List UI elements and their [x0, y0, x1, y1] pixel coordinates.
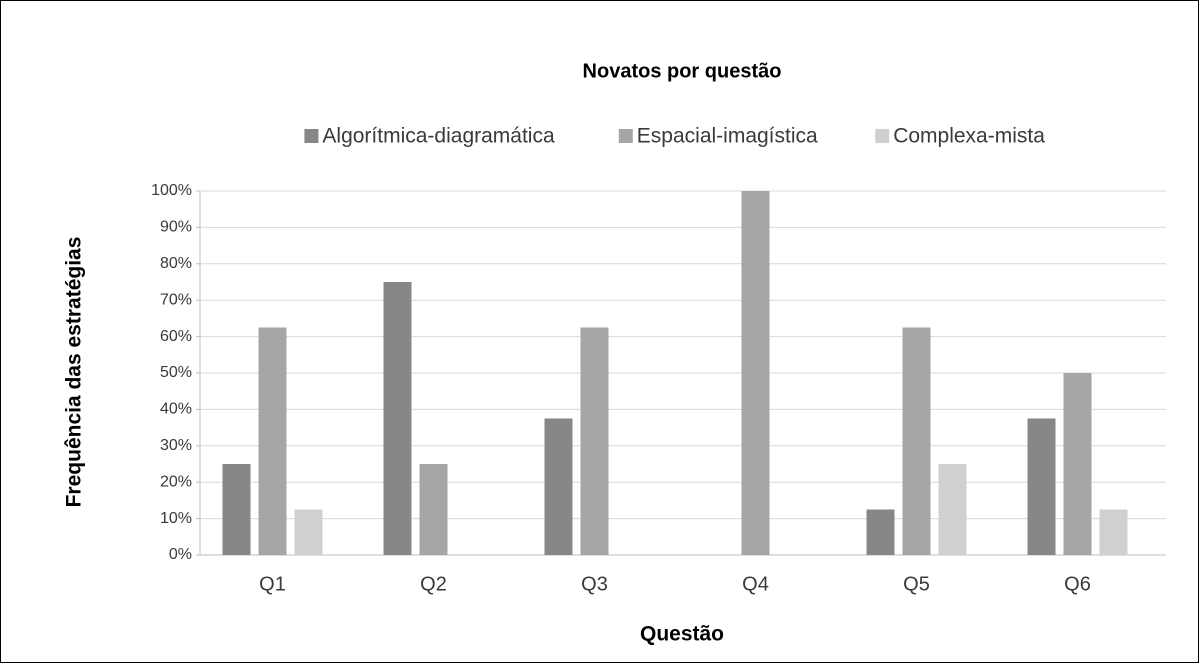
y-tick-label: 40%	[160, 401, 192, 418]
y-axis-title: Frequência das estratégias	[63, 237, 86, 508]
y-tick-label: 60%	[160, 328, 192, 345]
bar	[580, 327, 609, 555]
y-tick-label: 0%	[169, 546, 192, 563]
legend-swatch	[618, 129, 633, 143]
y-tick-label: 10%	[160, 510, 192, 527]
y-tick-label: 20%	[160, 473, 192, 490]
legend-label: Algorítmica-diagramática	[322, 125, 555, 148]
bar	[866, 509, 895, 555]
y-tick-label: 50%	[160, 364, 192, 381]
legend-swatch	[304, 129, 319, 143]
y-tick-label: 80%	[160, 255, 192, 272]
legend-swatch	[875, 129, 890, 143]
bar	[258, 327, 287, 555]
y-tick-label: 70%	[160, 291, 192, 308]
y-tick-label: 30%	[160, 437, 192, 454]
x-tick-label: Q5	[903, 573, 930, 595]
y-tick-label: 100%	[151, 182, 192, 199]
bar	[1027, 418, 1056, 555]
legend-label: Complexa-mista	[893, 125, 1045, 148]
x-tick-label: Q2	[420, 573, 447, 595]
x-tick-label: Q4	[742, 573, 769, 595]
bar	[419, 464, 448, 555]
bar	[938, 464, 967, 555]
bar	[902, 327, 931, 555]
bar	[1099, 509, 1128, 555]
bar	[294, 509, 323, 555]
chart-title: Novatos por questão	[583, 60, 782, 82]
x-tick-label: Q1	[259, 573, 286, 595]
bar	[383, 282, 412, 555]
y-tick-label: 90%	[160, 219, 192, 236]
bar	[741, 191, 770, 555]
bar	[222, 464, 251, 555]
bar	[1063, 373, 1092, 555]
legend-label: Espacial-imagística	[637, 125, 818, 148]
x-tick-label: Q3	[581, 573, 608, 595]
x-axis-title: Questão	[640, 623, 724, 646]
bar	[544, 418, 573, 555]
x-tick-label: Q6	[1064, 573, 1091, 595]
